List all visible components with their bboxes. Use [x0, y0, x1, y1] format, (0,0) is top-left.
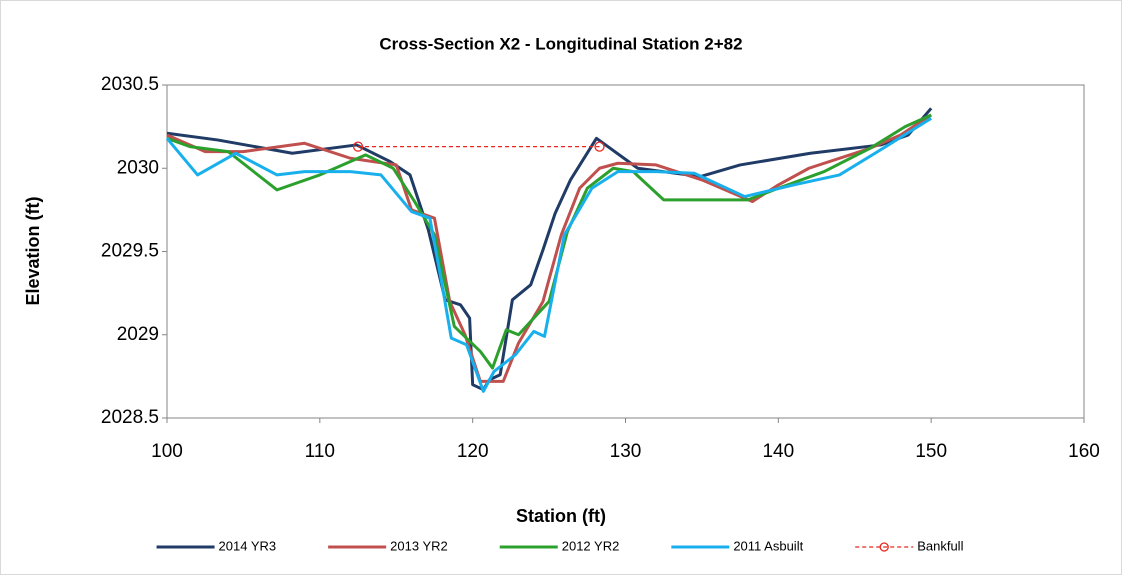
- x-tick-label: 150: [915, 441, 947, 462]
- chart-title: Cross-Section X2 - Longitudinal Station …: [379, 34, 742, 53]
- data-point: [594, 141, 605, 152]
- y-tick-label: 2030.5: [101, 74, 159, 95]
- y-axis-title: Elevation (ft): [23, 196, 43, 305]
- x-tick-label: 130: [610, 441, 642, 462]
- y-tick-label: 2029.5: [101, 241, 159, 262]
- series-line: [165, 117, 932, 393]
- x-tick-label: 120: [457, 441, 489, 462]
- legend-label: 2011 Asbuilt: [733, 538, 803, 553]
- legend-label: Bankfull: [917, 538, 963, 553]
- legend-marker: [879, 542, 889, 552]
- x-tick-label: 140: [762, 441, 794, 462]
- x-tick-label: 160: [1068, 441, 1100, 462]
- legend-label: 2014 YR3: [219, 538, 277, 553]
- y-tick-label: 2028.5: [101, 407, 159, 428]
- x-tick-label: 110: [305, 441, 335, 462]
- x-tick-label: 100: [151, 441, 183, 462]
- legend-label: 2012 YR2: [562, 538, 620, 553]
- x-axis-title: Station (ft): [516, 506, 606, 526]
- data-point: [352, 141, 364, 152]
- y-tick-label: 2030: [117, 157, 159, 178]
- legend-label: 2013 YR2: [390, 538, 448, 553]
- y-tick-label: 2029: [117, 324, 159, 345]
